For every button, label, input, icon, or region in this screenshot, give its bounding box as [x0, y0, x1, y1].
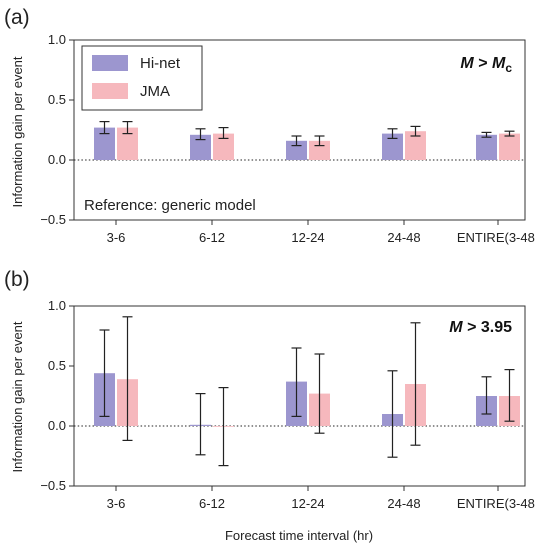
- panel-b-errorbar-hinet: [481, 376, 492, 415]
- panel-b-xtick-label: 3-6: [107, 496, 126, 511]
- panel-a-ylabel: Information gain per event: [10, 56, 25, 207]
- panel-a-bar-hinet: [190, 134, 211, 160]
- panel-b-ytick-label: −0.5: [40, 478, 66, 493]
- cond-b-var: M: [449, 319, 463, 336]
- panel-b-errorbar-jma: [504, 369, 515, 422]
- panel-b-plot-frame: [73, 305, 526, 487]
- panel-a-errorbar-hinet: [291, 135, 302, 147]
- panel-b-xtick-label: 12-24: [291, 496, 324, 511]
- panel-a-errorbar-jma: [410, 125, 421, 137]
- panel-a-bar-jma: [117, 127, 138, 160]
- panel-b-ytick-label: 1.0: [48, 298, 66, 313]
- panel-b-errorbar-hinet: [195, 393, 206, 456]
- panel-b: (b) Information gain per event −0.5 0.0 0.…: [4, 268, 535, 511]
- panel-a-xtick-label: 24-48: [387, 230, 420, 245]
- panel-a-ytick-label: 0.5: [48, 92, 66, 107]
- panel-a-reference-note: Reference: generic model: [84, 197, 256, 214]
- panel-a-errorbar-jma: [314, 135, 325, 147]
- panel-a-errorbar-jma: [218, 126, 229, 139]
- panel-a-bars: [94, 120, 520, 160]
- panel-b-errorbar-jma: [410, 322, 421, 446]
- panel-b-xtick-label: 6-12: [199, 496, 225, 511]
- panel-a-bar-jma: [213, 133, 234, 160]
- panel-a-ytick-label: 1.0: [48, 32, 66, 47]
- panel-a-bar-hinet: [286, 140, 307, 160]
- panel-a-plot-frame: [73, 39, 526, 221]
- panel-b-errorbar-hinet: [291, 347, 302, 417]
- panel-a-xtick-label: 3-6: [107, 230, 126, 245]
- panel-b-ytick-label: 0.0: [48, 418, 66, 433]
- panel-a-errorbar-jma: [504, 130, 515, 137]
- panel-b-errorbar-hinet: [387, 370, 398, 458]
- panel-a-errorbar-hinet: [195, 128, 206, 141]
- panel-a: (a) Information gain per event −0.5 0.0 0.…: [4, 6, 535, 245]
- legend: Hi-net JMA: [81, 45, 203, 111]
- panel-a-bar-hinet: [94, 127, 115, 160]
- panel-b-errorbar-jma: [314, 353, 325, 434]
- panel-a-bar-hinet: [382, 133, 403, 160]
- cond-a-op: >: [474, 55, 492, 72]
- panel-b-ytick-label: 0.5: [48, 358, 66, 373]
- cond-a-sub: c: [505, 61, 512, 75]
- panel-a-errorbar-jma: [122, 120, 133, 135]
- legend-label-jma: JMA: [140, 83, 170, 100]
- panel-b-errorbar-jma: [122, 316, 133, 441]
- panel-a-bar-jma: [309, 140, 330, 160]
- x-axis-label: Forecast time interval (hr): [225, 528, 373, 543]
- panel-a-xtick-label: 6-12: [199, 230, 225, 245]
- panel-a-bar-hinet: [476, 134, 497, 160]
- legend-label-hinet: Hi-net: [140, 55, 181, 72]
- panel-b-condition: M > 3.95: [449, 319, 512, 336]
- panel-a-errorbar-hinet: [99, 120, 110, 135]
- panel-b-xtick-label: ENTIRE(3-48): [457, 496, 535, 511]
- panel-b-ylabel: Information gain per event: [10, 321, 25, 472]
- panel-b-yaxis: −0.5 0.0 0.5 1.0: [40, 298, 525, 493]
- panel-a-ytick-label: 0.0: [48, 152, 66, 167]
- panel-b-bars: [94, 316, 520, 467]
- panel-a-errorbar-hinet: [387, 128, 398, 139]
- cond-a-var: M: [460, 55, 474, 72]
- panel-b-errorbar-jma: [218, 387, 229, 467]
- panel-b-tag: (b): [4, 268, 30, 291]
- panel-a-ytick-label: −0.5: [40, 212, 66, 227]
- panel-a-bar-jma: [405, 131, 426, 160]
- legend-swatch-hinet: [92, 55, 128, 71]
- panel-a-yaxis: −0.5 0.0 0.5 1.0: [40, 32, 525, 227]
- panel-a-xaxis: 3-6 6-12 12-24 24-48 ENTIRE(3-48): [107, 220, 535, 245]
- panel-a-errorbar-hinet: [481, 131, 492, 138]
- panel-b-errorbar-hinet: [99, 329, 110, 417]
- panel-a-tag: (a): [4, 6, 30, 29]
- panel-a-bar-jma: [499, 133, 520, 160]
- cond-b-op: > 3.95: [463, 319, 512, 336]
- panel-a-xtick-label: ENTIRE(3-48): [457, 230, 535, 245]
- panel-b-xtick-label: 24-48: [387, 496, 420, 511]
- panel-a-condition: M > Mc: [460, 55, 512, 75]
- panel-b-xaxis: 3-6 6-12 12-24 24-48 ENTIRE(3-48): [107, 486, 535, 511]
- legend-swatch-jma: [92, 83, 128, 99]
- cond-a-rhs: M: [492, 55, 506, 72]
- panel-a-xtick-label: 12-24: [291, 230, 324, 245]
